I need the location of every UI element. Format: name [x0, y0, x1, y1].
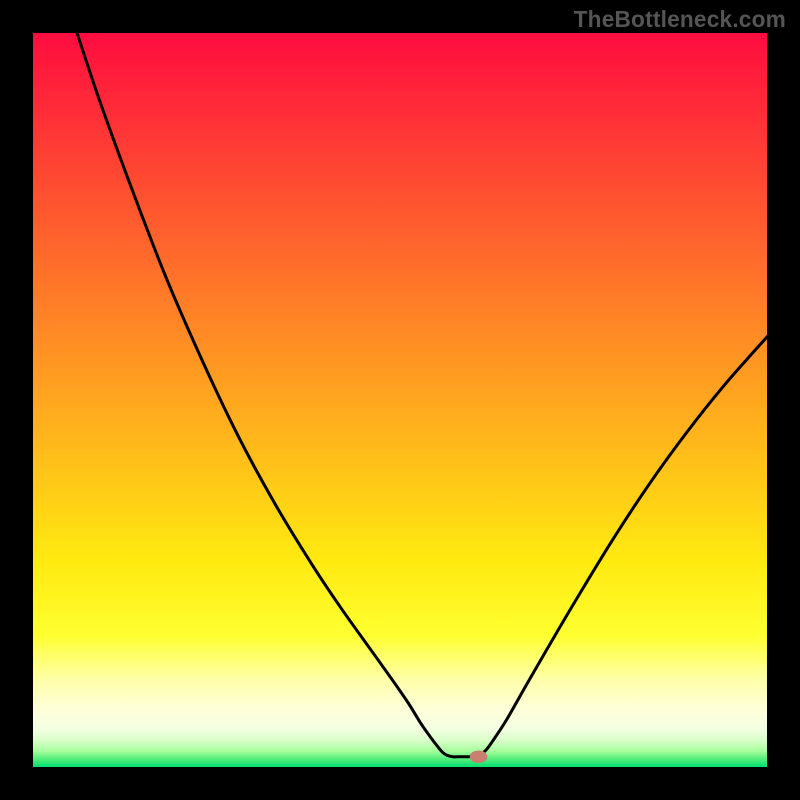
chart-svg — [33, 33, 767, 767]
chart-background — [33, 33, 767, 767]
watermark-text: TheBottleneck.com — [574, 6, 786, 33]
plot-area — [33, 33, 767, 767]
chart-frame: TheBottleneck.com — [0, 0, 800, 800]
optimal-point-marker — [470, 750, 488, 762]
